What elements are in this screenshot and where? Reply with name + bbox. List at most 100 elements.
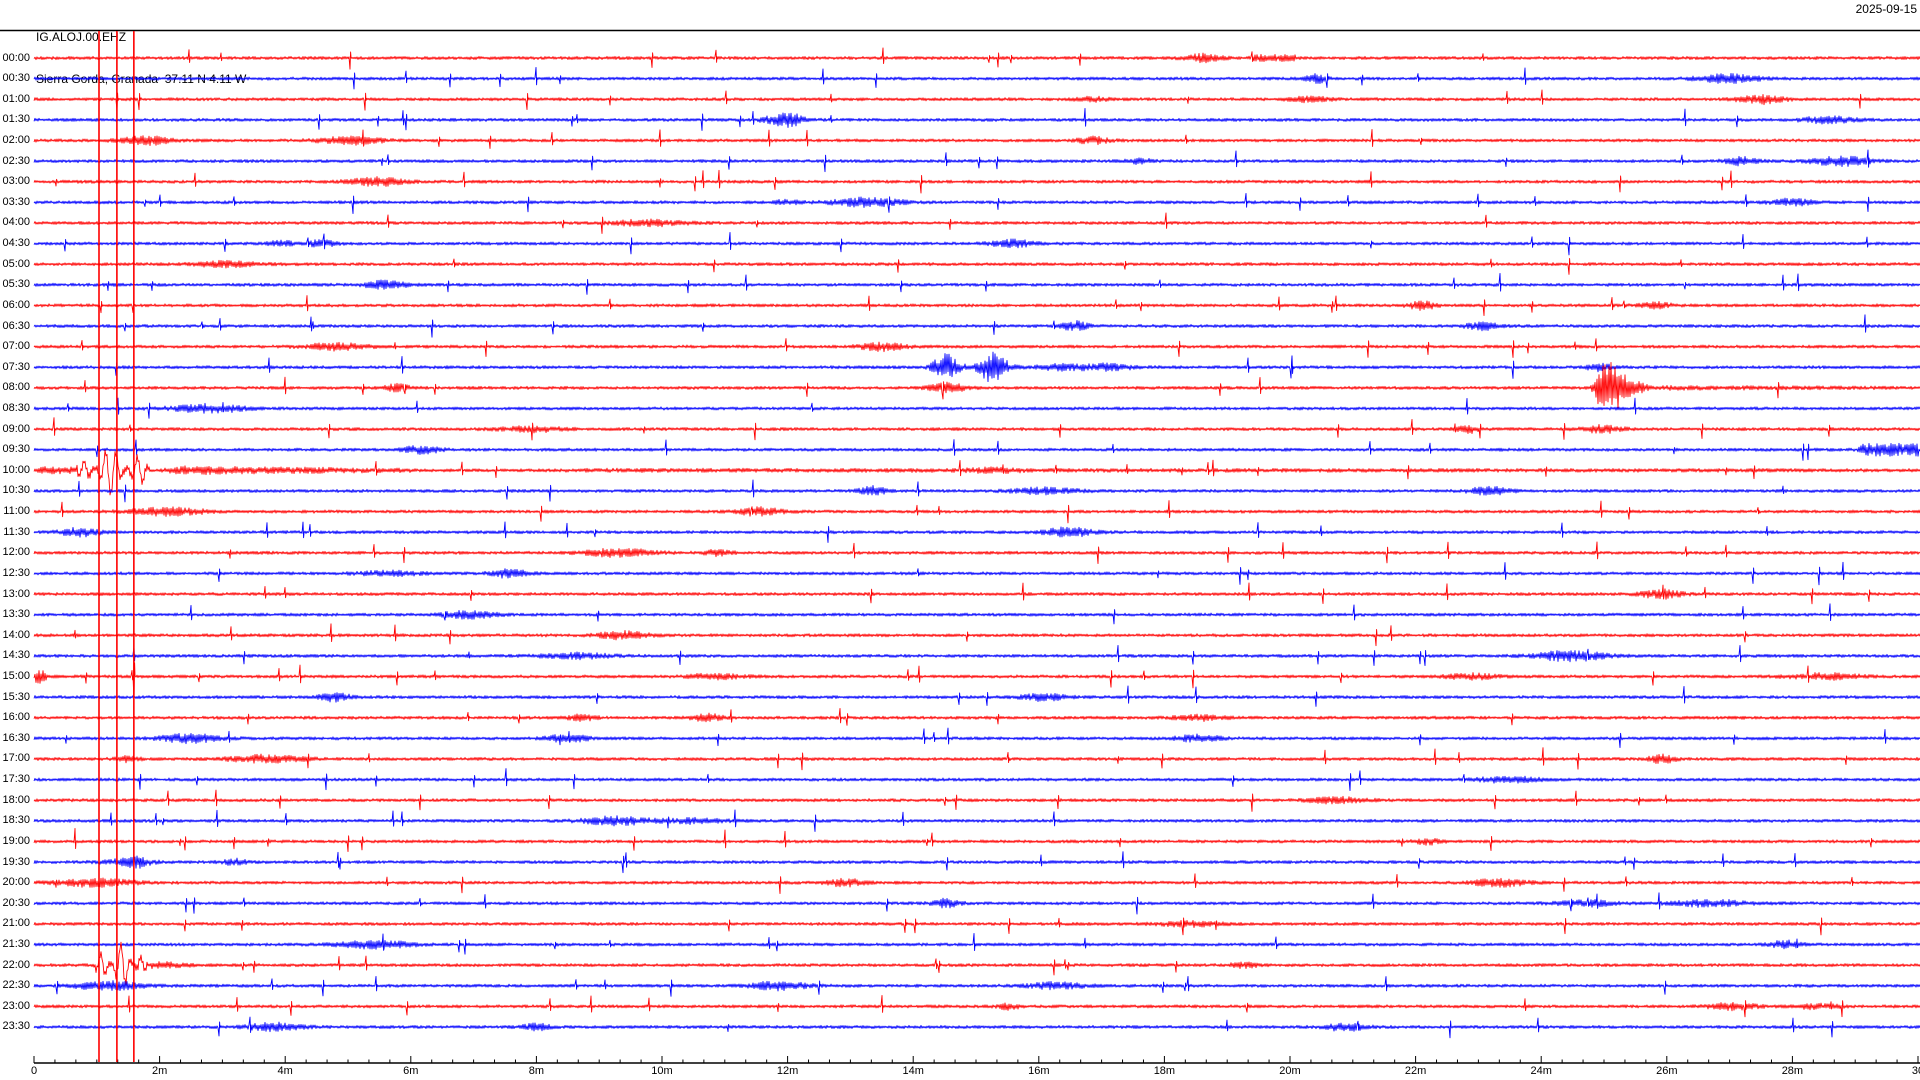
trace-row-10:30 <box>33 479 1920 503</box>
time-label-15:00: 15:00 <box>2 670 30 682</box>
trace-row-01:30 <box>33 107 1920 131</box>
time-label-09:00: 09:00 <box>2 422 30 435</box>
time-label-16:30: 16:30 <box>2 731 30 744</box>
x-tick-label-28m: 28m <box>1781 1065 1804 1077</box>
time-label-11:00: 11:00 <box>3 505 30 518</box>
time-label-00:30: 00:30 <box>2 72 30 85</box>
trace-row-13:30 <box>33 603 1920 625</box>
x-tick-label-14m: 14m <box>902 1065 924 1077</box>
trace-row-00:00 <box>33 47 1920 70</box>
time-label-22:30: 22:30 <box>2 979 30 992</box>
stream-id: IG.ALOJ.00.EHZ <box>36 30 127 44</box>
trace-row-15:00 <box>33 662 1920 702</box>
time-label-20:00: 20:00 <box>2 876 30 889</box>
trace-row-12:00 <box>33 541 1920 565</box>
trace-row-01:00 <box>33 89 1920 111</box>
trace-row-14:00 <box>33 623 1920 647</box>
time-label-02:00: 02:00 <box>2 133 30 146</box>
trace-row-20:00 <box>33 873 1920 895</box>
time-label-08:30: 08:30 <box>2 401 30 414</box>
time-label-15:30: 15:30 <box>2 690 30 703</box>
trace-row-02:30 <box>33 149 1920 173</box>
trace-row-10:00 <box>33 449 1920 496</box>
x-tick-label-30: 30 <box>1911 1065 1920 1077</box>
trace-row-03:30 <box>33 192 1920 215</box>
x-tick-label-0: 0 <box>30 1065 38 1077</box>
trace-row-15:30 <box>33 685 1920 707</box>
time-label-21:30: 21:30 <box>2 938 30 951</box>
time-label-20:30: 20:30 <box>2 896 30 909</box>
trace-row-16:30 <box>33 727 1920 749</box>
time-label-23:30: 23:30 <box>2 1020 30 1033</box>
trace-row-00:30 <box>33 66 1920 90</box>
trace-row-11:00 <box>33 500 1920 524</box>
time-label-05:30: 05:30 <box>2 278 30 291</box>
x-tick-label-16m: 16m <box>1028 1065 1050 1077</box>
trace-row-17:30 <box>33 768 1920 792</box>
trace-row-18:00 <box>33 789 1920 812</box>
time-label-06:30: 06:30 <box>2 319 30 332</box>
x-tick-label-2m: 2m <box>151 1065 168 1077</box>
time-label-19:30: 19:30 <box>2 855 30 868</box>
trace-row-21:30 <box>33 933 1920 955</box>
time-label-22:00: 22:00 <box>2 958 30 971</box>
trace-row-06:30 <box>33 314 1920 338</box>
time-label-10:30: 10:30 <box>2 484 30 497</box>
trace-row-07:30 <box>33 351 1920 383</box>
time-label-07:30: 07:30 <box>2 360 30 373</box>
trace-row-11:30 <box>33 521 1920 543</box>
time-label-08:00: 08:00 <box>2 381 30 394</box>
x-tick-label-6m: 6m <box>403 1065 419 1077</box>
time-label-03:00: 03:00 <box>2 175 30 188</box>
trace-row-04:00 <box>33 212 1920 234</box>
time-label-14:30: 14:30 <box>2 649 30 662</box>
x-tick-label-4m: 4m <box>277 1065 293 1077</box>
time-label-11:30: 11:30 <box>3 525 30 538</box>
x-tick-label-12m: 12m <box>776 1065 799 1077</box>
trace-row-22:30 <box>33 975 1920 997</box>
trace-row-19:30 <box>33 851 1920 874</box>
trace-row-14:30 <box>33 644 1920 667</box>
time-label-10:00: 10:00 <box>2 463 30 476</box>
trace-row-09:00 <box>33 417 1920 441</box>
x-tick-label-24m: 24m <box>1530 1065 1552 1077</box>
time-label-00:00: 00:00 <box>2 51 30 64</box>
trace-row-22:00 <box>33 941 1920 985</box>
time-label-05:00: 05:00 <box>2 257 30 270</box>
trace-row-08:30 <box>33 397 1920 419</box>
trace-row-16:00 <box>33 708 1920 726</box>
trace-row-04:30 <box>33 232 1920 256</box>
time-label-07:00: 07:00 <box>2 340 30 353</box>
trace-row-03:00 <box>33 169 1920 194</box>
trace-row-23:30 <box>33 1016 1920 1039</box>
trace-row-07:00 <box>33 338 1920 358</box>
time-label-14:00: 14:00 <box>2 628 30 641</box>
time-label-04:30: 04:30 <box>2 237 30 250</box>
time-label-18:00: 18:00 <box>2 793 30 806</box>
time-label-01:00: 01:00 <box>2 92 30 105</box>
trace-row-18:30 <box>33 809 1920 832</box>
trace-row-19:00 <box>33 827 1920 853</box>
time-label-01:30: 01:30 <box>2 113 30 126</box>
time-label-09:30: 09:30 <box>2 443 30 456</box>
time-label-13:30: 13:30 <box>2 608 30 621</box>
time-label-23:00: 23:00 <box>2 999 30 1012</box>
trace-row-17:00 <box>33 747 1920 771</box>
trace-row-02:00 <box>33 129 1920 149</box>
time-label-18:30: 18:30 <box>2 814 30 827</box>
time-label-12:30: 12:30 <box>2 566 30 579</box>
trace-row-05:30 <box>33 272 1920 295</box>
x-tick-label-8m: 8m <box>528 1065 545 1077</box>
time-label-17:00: 17:00 <box>2 752 30 765</box>
x-tick-label-18m: 18m <box>1153 1065 1176 1077</box>
time-label-03:30: 03:30 <box>2 195 30 208</box>
trace-row-13:00 <box>33 582 1920 605</box>
trace-row-08:00 <box>33 362 1920 409</box>
time-label-16:00: 16:00 <box>2 711 30 724</box>
trace-row-21:00 <box>33 917 1920 936</box>
time-label-04:00: 04:00 <box>2 216 30 229</box>
x-tick-label-20m: 20m <box>1279 1065 1301 1077</box>
time-label-17:30: 17:30 <box>2 773 30 786</box>
